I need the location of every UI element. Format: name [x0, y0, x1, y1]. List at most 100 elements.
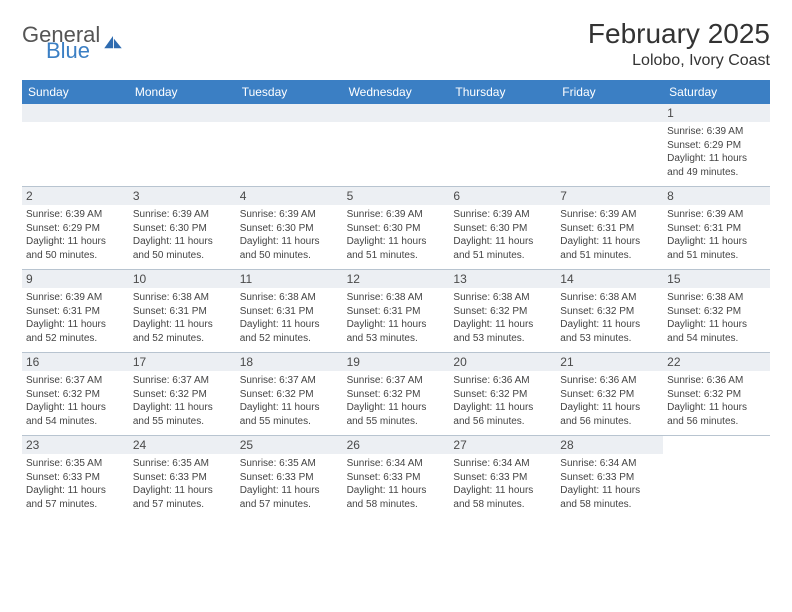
day-sunrise: Sunrise: 6:34 AM — [560, 457, 659, 471]
day-daylight1: Daylight: 11 hours — [560, 318, 659, 332]
day-daylight1: Daylight: 11 hours — [26, 484, 125, 498]
empty-day-bar — [22, 104, 129, 122]
logo: General Blue — [22, 18, 122, 62]
day-daylight1: Daylight: 11 hours — [26, 401, 125, 415]
day-cell: 4Sunrise: 6:39 AMSunset: 6:30 PMDaylight… — [236, 187, 343, 269]
day-daylight1: Daylight: 11 hours — [133, 235, 232, 249]
day-daylight1: Daylight: 11 hours — [240, 401, 339, 415]
day-daylight2: and 57 minutes. — [240, 498, 339, 512]
day-daylight2: and 51 minutes. — [453, 249, 552, 263]
day-sunset: Sunset: 6:33 PM — [240, 471, 339, 485]
day-daylight2: and 52 minutes. — [26, 332, 125, 346]
day-sunset: Sunset: 6:33 PM — [347, 471, 446, 485]
day-daylight1: Daylight: 11 hours — [133, 318, 232, 332]
day-sunrise: Sunrise: 6:34 AM — [347, 457, 446, 471]
day-cell — [556, 104, 663, 186]
day-sunset: Sunset: 6:29 PM — [667, 139, 766, 153]
title-block: February 2025 Lolobo, Ivory Coast — [588, 18, 770, 70]
logo-word2: Blue — [46, 40, 100, 62]
day-sunrise: Sunrise: 6:39 AM — [667, 208, 766, 222]
day-sunrise: Sunrise: 6:39 AM — [560, 208, 659, 222]
day-daylight2: and 58 minutes. — [347, 498, 446, 512]
day-number: 9 — [22, 270, 129, 288]
month-title: February 2025 — [588, 18, 770, 50]
day-number: 11 — [236, 270, 343, 288]
day-sunrise: Sunrise: 6:38 AM — [560, 291, 659, 305]
day-number: 19 — [343, 353, 450, 371]
day-cell: 5Sunrise: 6:39 AMSunset: 6:30 PMDaylight… — [343, 187, 450, 269]
day-sunrise: Sunrise: 6:39 AM — [667, 125, 766, 139]
day-sunset: Sunset: 6:32 PM — [560, 388, 659, 402]
day-cell — [236, 104, 343, 186]
day-daylight1: Daylight: 11 hours — [453, 235, 552, 249]
day-sunrise: Sunrise: 6:39 AM — [347, 208, 446, 222]
day-sunset: Sunset: 6:30 PM — [453, 222, 552, 236]
day-daylight2: and 58 minutes. — [560, 498, 659, 512]
day-sunset: Sunset: 6:29 PM — [26, 222, 125, 236]
day-number: 13 — [449, 270, 556, 288]
day-sunrise: Sunrise: 6:39 AM — [240, 208, 339, 222]
day-number: 28 — [556, 436, 663, 454]
day-daylight2: and 56 minutes. — [560, 415, 659, 429]
day-number: 10 — [129, 270, 236, 288]
day-daylight1: Daylight: 11 hours — [240, 318, 339, 332]
day-sunset: Sunset: 6:33 PM — [453, 471, 552, 485]
day-cell: 16Sunrise: 6:37 AMSunset: 6:32 PMDayligh… — [22, 353, 129, 435]
day-sunrise: Sunrise: 6:39 AM — [26, 208, 125, 222]
day-cell — [22, 104, 129, 186]
weekday-header-row: Sunday Monday Tuesday Wednesday Thursday… — [22, 80, 770, 104]
day-sunrise: Sunrise: 6:38 AM — [347, 291, 446, 305]
day-cell — [663, 436, 770, 518]
day-sunrise: Sunrise: 6:37 AM — [26, 374, 125, 388]
day-daylight2: and 53 minutes. — [453, 332, 552, 346]
day-sunset: Sunset: 6:32 PM — [560, 305, 659, 319]
day-sunset: Sunset: 6:32 PM — [453, 305, 552, 319]
day-cell: 2 Sunrise: 6:39 AMSunset: 6:29 PMDaylight… — [22, 187, 129, 269]
weekday-header: Tuesday — [236, 80, 343, 104]
day-number: 2 — [22, 187, 129, 205]
day-cell: 14Sunrise: 6:38 AMSunset: 6:32 PMDayligh… — [556, 270, 663, 352]
day-sunset: Sunset: 6:30 PM — [240, 222, 339, 236]
week-row: 2Sunrise: 6:39 AMSunset: 6:29 PMDaylight… — [22, 187, 770, 270]
day-cell: 10Sunrise: 6:38 AMSunset: 6:31 PMDayligh… — [129, 270, 236, 352]
day-sunset: Sunset: 6:30 PM — [347, 222, 446, 236]
day-daylight2: and 52 minutes. — [133, 332, 232, 346]
day-sunset: Sunset: 6:32 PM — [240, 388, 339, 402]
day-sunrise: Sunrise: 6:38 AM — [453, 291, 552, 305]
day-daylight1: Daylight: 11 hours — [347, 318, 446, 332]
day-sunrise: Sunrise: 6:35 AM — [240, 457, 339, 471]
day-number: 7 — [556, 187, 663, 205]
day-sunrise: Sunrise: 6:35 AM — [133, 457, 232, 471]
day-daylight2: and 54 minutes. — [667, 332, 766, 346]
day-cell: 26Sunrise: 6:34 AMSunset: 6:33 PMDayligh… — [343, 436, 450, 518]
day-daylight2: and 52 minutes. — [240, 332, 339, 346]
day-daylight2: and 54 minutes. — [26, 415, 125, 429]
day-cell: 24Sunrise: 6:35 AMSunset: 6:33 PMDayligh… — [129, 436, 236, 518]
day-sunset: Sunset: 6:32 PM — [667, 388, 766, 402]
day-daylight2: and 55 minutes. — [240, 415, 339, 429]
location: Lolobo, Ivory Coast — [588, 52, 770, 70]
day-cell: 23Sunrise: 6:35 AMSunset: 6:33 PMDayligh… — [22, 436, 129, 518]
weekday-header: Sunday — [22, 80, 129, 104]
day-number: 8 — [663, 187, 770, 205]
day-daylight1: Daylight: 11 hours — [453, 484, 552, 498]
day-number: 24 — [129, 436, 236, 454]
day-cell: 25Sunrise: 6:35 AMSunset: 6:33 PMDayligh… — [236, 436, 343, 518]
day-daylight1: Daylight: 11 hours — [26, 235, 125, 249]
day-daylight1: Daylight: 11 hours — [26, 318, 125, 332]
day-sunrise: Sunrise: 6:35 AM — [26, 457, 125, 471]
day-daylight1: Daylight: 11 hours — [560, 484, 659, 498]
day-daylight1: Daylight: 11 hours — [453, 318, 552, 332]
day-number: 15 — [663, 270, 770, 288]
day-daylight1: Daylight: 11 hours — [667, 152, 766, 166]
day-daylight1: Daylight: 11 hours — [667, 401, 766, 415]
day-daylight2: and 56 minutes. — [453, 415, 552, 429]
day-sunset: Sunset: 6:31 PM — [560, 222, 659, 236]
day-daylight2: and 51 minutes. — [667, 249, 766, 263]
page-header: General Blue February 2025 Lolobo, Ivory… — [22, 18, 770, 70]
day-cell — [129, 104, 236, 186]
day-cell: 19Sunrise: 6:37 AMSunset: 6:32 PMDayligh… — [343, 353, 450, 435]
day-daylight2: and 50 minutes. — [26, 249, 125, 263]
sail-icon — [104, 36, 122, 50]
weekday-header: Friday — [556, 80, 663, 104]
